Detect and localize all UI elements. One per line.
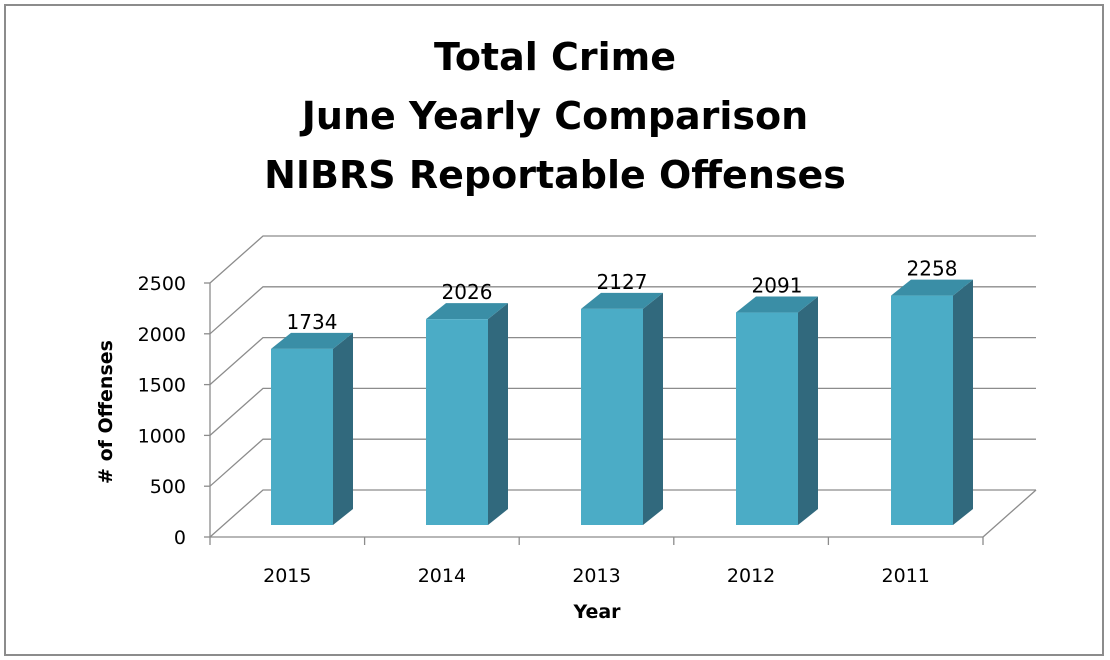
bar — [891, 279, 973, 525]
bar-front — [891, 295, 953, 525]
bar — [271, 332, 353, 525]
bar-top — [426, 303, 508, 320]
bar-side — [798, 296, 818, 525]
bar — [581, 292, 663, 525]
bar-top — [891, 279, 973, 296]
x-tick-label: 2013 — [572, 565, 620, 587]
y-tick-label: 0 — [174, 527, 186, 549]
data-label: 1734 — [287, 310, 338, 334]
y-tick-label: 1500 — [138, 375, 186, 397]
chart-title-line-3: NIBRS Reportable Offenses — [264, 153, 846, 197]
y-tick-label: 1000 — [138, 425, 186, 447]
bar — [736, 296, 818, 525]
x-tick-label: 2011 — [882, 565, 930, 587]
bar-front — [426, 319, 488, 525]
bar-side — [643, 292, 663, 525]
data-label: 2026 — [442, 280, 493, 304]
x-tick-label: 2014 — [418, 565, 466, 587]
bar-top — [271, 332, 353, 349]
bar-front — [736, 312, 798, 525]
floor-edge — [982, 489, 1037, 538]
bar-top — [736, 296, 818, 313]
y-axis-title: # of Offenses — [95, 340, 117, 484]
y-tick-label: 2000 — [138, 324, 186, 346]
data-label: 2091 — [752, 274, 803, 298]
y-tick-label: 500 — [150, 476, 186, 498]
chart-title-line-1: Total Crime — [433, 35, 677, 79]
x-tick-label: 2012 — [727, 565, 775, 587]
gridline — [209, 235, 1036, 284]
bar-side — [333, 332, 353, 525]
chart-title: Total Crime June Yearly Comparison NIBRS… — [0, 28, 1110, 205]
data-label: 2258 — [907, 257, 958, 281]
x-axis-title: Year — [572, 601, 621, 623]
bar-side — [488, 303, 508, 525]
x-tick-label: 2015 — [263, 565, 311, 587]
gridline — [209, 286, 1036, 335]
bar-front — [581, 308, 643, 525]
chart-title-line-2: June Yearly Comparison — [301, 94, 809, 138]
data-labels: 1734 2026 2127 2091 2258 — [287, 257, 958, 334]
axes: 0 500 1000 1500 2000 2500 2015 2014 2013 2012 2011 — [138, 273, 984, 587]
bar-top — [581, 292, 663, 309]
bar-side — [953, 279, 973, 525]
y-tick-label: 2500 — [138, 273, 186, 295]
bar-front — [271, 348, 333, 525]
data-label: 2127 — [597, 270, 648, 294]
bars — [271, 279, 973, 525]
bar — [426, 303, 508, 525]
